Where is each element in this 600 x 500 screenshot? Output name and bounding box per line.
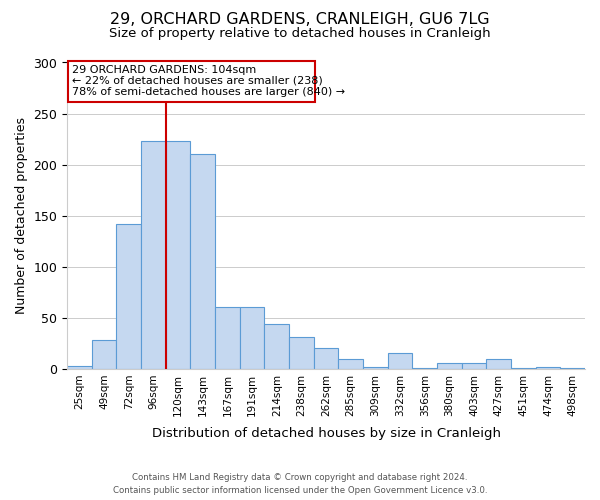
Bar [67,366,92,369]
Bar [240,306,265,369]
Bar [166,141,190,369]
Bar [190,154,215,369]
Bar [265,324,289,369]
Bar [536,367,560,369]
Bar [314,348,338,369]
X-axis label: Distribution of detached houses by size in Cranleigh: Distribution of detached houses by size … [152,427,500,440]
Bar [141,141,166,369]
Bar [338,358,363,369]
Bar [92,340,116,369]
Bar [437,363,462,369]
Bar [289,337,314,369]
Text: 29, ORCHARD GARDENS, CRANLEIGH, GU6 7LG: 29, ORCHARD GARDENS, CRANLEIGH, GU6 7LG [110,12,490,28]
Text: Contains HM Land Registry data © Crown copyright and database right 2024.
Contai: Contains HM Land Registry data © Crown c… [113,473,487,495]
Bar [487,358,511,369]
Bar [462,363,487,369]
Text: 78% of semi-detached houses are larger (840) →: 78% of semi-detached houses are larger (… [72,87,345,97]
Text: 29 ORCHARD GARDENS: 104sqm: 29 ORCHARD GARDENS: 104sqm [72,64,256,74]
Y-axis label: Number of detached properties: Number of detached properties [15,117,28,314]
FancyBboxPatch shape [68,62,315,102]
Bar [412,368,437,369]
Bar [116,224,141,369]
Bar [511,368,536,369]
Bar [363,367,388,369]
Bar [388,352,412,369]
Text: Size of property relative to detached houses in Cranleigh: Size of property relative to detached ho… [109,28,491,40]
Text: ← 22% of detached houses are smaller (238): ← 22% of detached houses are smaller (23… [72,76,323,86]
Bar [215,306,240,369]
Bar [560,368,585,369]
